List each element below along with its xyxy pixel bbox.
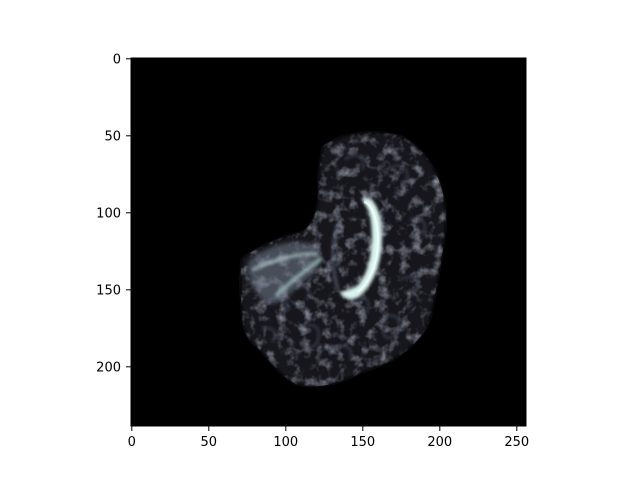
- y-tick-label: 200: [96, 361, 121, 376]
- brain-tissue-texture: [240, 132, 446, 387]
- y-tick-label: 50: [104, 130, 121, 145]
- x-axis: 0 50 100 150 200 250: [128, 426, 529, 450]
- x-tick-label: 50: [201, 435, 218, 450]
- x-tick-label: 250: [504, 435, 529, 450]
- x-tick-label: 100: [273, 435, 298, 450]
- ventricle-core: [357, 201, 380, 293]
- y-axis: 0 50 100 150 200: [96, 53, 131, 376]
- axes-frame: [130, 57, 527, 427]
- brainstem-region: [248, 242, 321, 304]
- x-tick-label: 150: [350, 435, 375, 450]
- brainstem-streak: [251, 252, 319, 272]
- x-tick-label: 0: [128, 435, 136, 450]
- brainstem-streak-2: [274, 256, 324, 298]
- y-tick-label: 0: [113, 53, 121, 68]
- inner-arc: [331, 219, 342, 291]
- y-tick-label: 150: [96, 284, 121, 299]
- brain-slice-image: [240, 132, 446, 387]
- x-tick-label: 200: [427, 435, 452, 450]
- y-tick-label: 100: [96, 207, 121, 222]
- gyri-pattern: [261, 154, 426, 361]
